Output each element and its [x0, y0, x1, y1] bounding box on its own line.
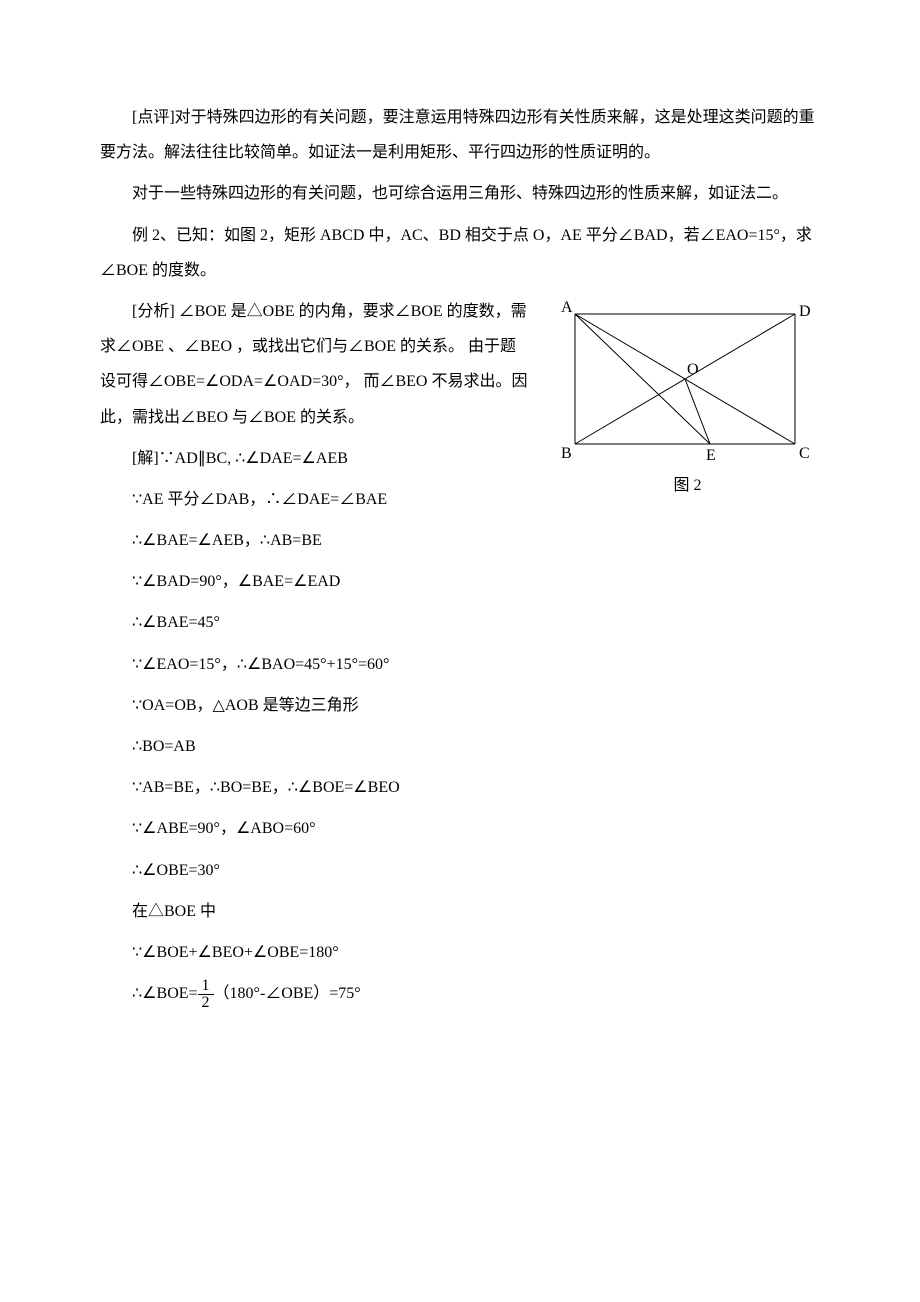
solution-l14-prefix: ∴∠BOE= — [132, 985, 198, 1002]
solution-line-4: ∵∠BAD=90°，∠BAE=∠EAD — [132, 564, 820, 599]
solution-line-9: ∵AB=BE，∴BO=BE，∴∠BOE=∠BEO — [132, 770, 820, 805]
svg-text:C: C — [799, 445, 810, 462]
solution-line-14: ∴∠BOE=12（180°-∠OBE）=75° — [132, 976, 820, 1011]
fraction-one-half: 12 — [198, 978, 214, 1011]
solution-line-8: ∴BO=AB — [132, 729, 820, 764]
figure-caption: 图 2 — [555, 468, 820, 503]
solution-line-3: ∴∠BAE=∠AEB，∴AB=BE — [132, 523, 820, 558]
solution-line-12: 在△BOE 中 — [132, 894, 820, 929]
solution-line-10: ∵∠ABE=90°，∠ABO=60° — [132, 811, 820, 846]
example-statement: 例 2、已知：如图 2，矩形 ABCD 中，AC、BD 相交于点 O，AE 平分… — [100, 218, 820, 288]
solution-line-6: ∵∠EAO=15°，∴∠BAO=45°+15°=60° — [132, 647, 820, 682]
figure-2: A D B C O E 图 2 — [555, 294, 820, 503]
svg-text:D: D — [799, 303, 811, 320]
solution-line-13: ∵∠BOE+∠BEO+∠OBE=180° — [132, 935, 820, 970]
commentary-p2: 对于一些特殊四边形的有关问题，也可综合运用三角形、特殊四边形的性质来解，如证法二… — [100, 176, 820, 211]
rectangle-diagram: A D B C O E — [555, 294, 820, 464]
svg-text:A: A — [561, 299, 573, 316]
svg-text:B: B — [561, 445, 572, 462]
solution-line-5: ∴∠BAE=45° — [132, 605, 820, 640]
solution-line-7: ∵OA=OB，△AOB 是等边三角形 — [132, 688, 820, 723]
svg-text:O: O — [687, 361, 699, 378]
solution-line-11: ∴∠OBE=30° — [132, 853, 820, 888]
solution-l14-suffix: （180°-∠OBE）=75° — [214, 985, 361, 1002]
analysis-text: [分析] ∠BOE 是△OBE 的内角，要求∠BOE 的度数，需求∠OBE 、∠… — [100, 294, 530, 435]
commentary-p1: [点评]对于特殊四边形的有关问题，要注意运用特殊四边形有关性质来解，这是处理这类… — [100, 100, 820, 170]
svg-text:E: E — [706, 447, 716, 464]
